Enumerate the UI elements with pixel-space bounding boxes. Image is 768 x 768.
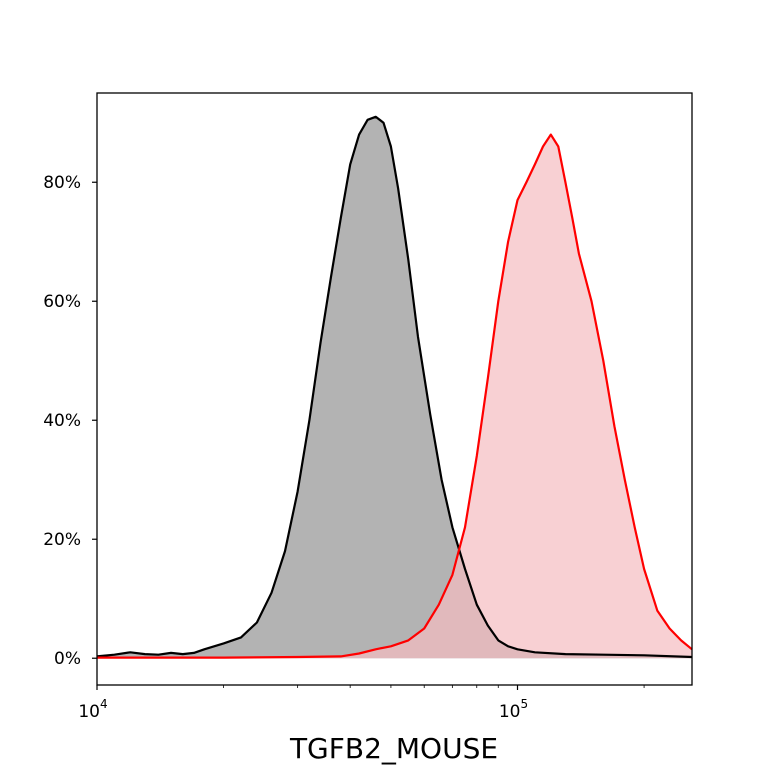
x-axis-title: TGFB2_MOUSE [289, 732, 498, 765]
y-tick-label: 60% [43, 292, 81, 312]
series-2-area [97, 134, 692, 659]
y-tick-label: 0% [54, 649, 81, 669]
y-tick-label: 80% [43, 173, 81, 193]
series-1-line [96, 115, 693, 659]
series-2-line [97, 133, 693, 659]
x-tick-label: 104 [78, 697, 107, 722]
plot-frame [96, 92, 693, 686]
x-axis: 104 105 [78, 685, 645, 722]
series-1-area [97, 116, 692, 659]
x-tick-label: 105 [499, 697, 528, 722]
y-tick-label: 40% [43, 411, 81, 431]
y-axis: 0% 20% 40% 60% 80% [43, 173, 97, 669]
y-tick-label: 20% [43, 530, 81, 550]
series-layer [96, 115, 693, 659]
